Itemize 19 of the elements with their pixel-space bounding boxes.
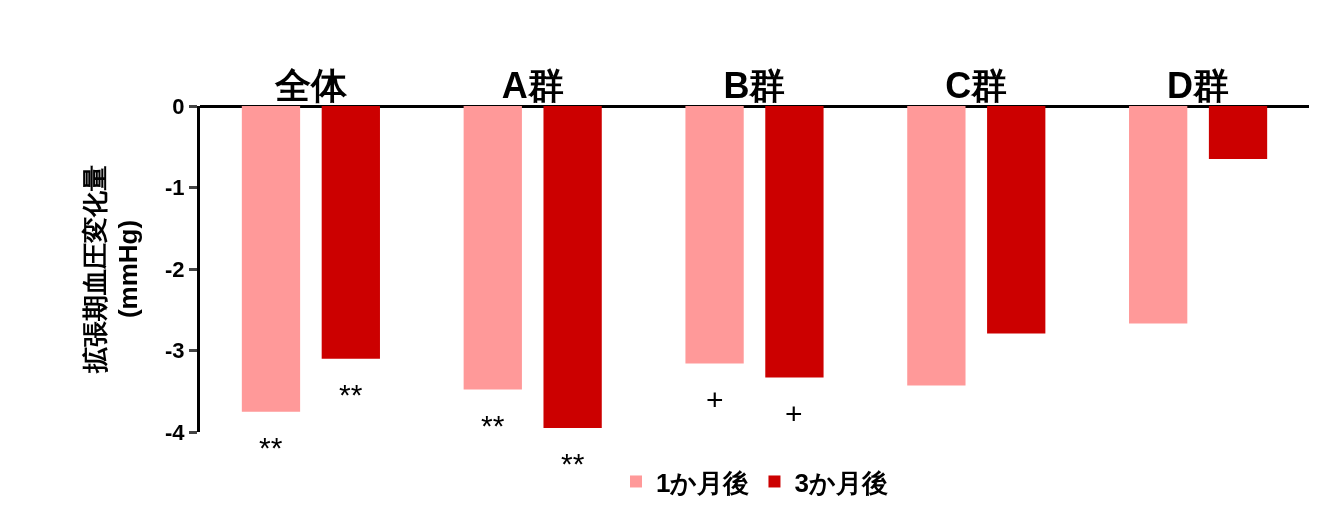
- x-tick-label: 全体: [273, 64, 348, 106]
- y-tick-label: -3: [165, 338, 185, 364]
- x-tick-label: B群: [723, 64, 786, 106]
- x-tick-label: A群: [501, 64, 564, 106]
- y-tick-label: 0: [172, 93, 185, 119]
- y-tick-label: -4: [165, 419, 186, 445]
- y-tick-label: -1: [165, 175, 185, 201]
- text: **: [561, 447, 585, 480]
- x-tick-label: D群: [1167, 64, 1230, 106]
- annotation: +: [706, 383, 724, 416]
- legend-label: 1か月後: [656, 467, 750, 498]
- y-tick-label: -2: [165, 256, 185, 282]
- annotation: **: [481, 409, 505, 442]
- annotation: **: [259, 431, 283, 464]
- annotation: **: [339, 378, 363, 411]
- legend-label: 3か月後: [794, 467, 888, 498]
- annotation: +: [785, 397, 803, 430]
- y-axis-title: 拡張期血圧変化量 (mmHg): [79, 165, 144, 374]
- x-tick-label: C群: [945, 64, 1008, 106]
